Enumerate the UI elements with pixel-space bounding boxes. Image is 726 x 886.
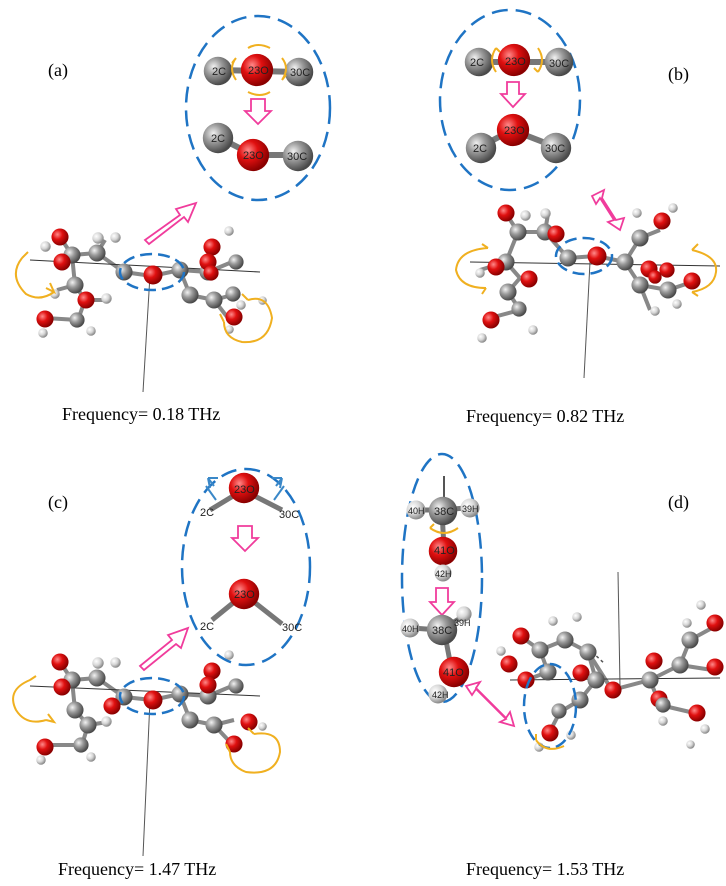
panel-a-rotation-arrow-icon bbox=[15, 251, 57, 299]
panel-d-rotation-arrow-icon bbox=[535, 734, 565, 750]
atom-label-30C: 30C bbox=[287, 151, 307, 163]
atom-label-23O: 23O bbox=[505, 56, 526, 68]
atom-label-2C: 2C bbox=[200, 507, 214, 519]
atom-label-30C: 30C bbox=[279, 509, 299, 521]
atom-label-38C: 38C bbox=[434, 506, 454, 518]
rotation-arrow-icon bbox=[247, 44, 271, 96]
panel-d-zoom-top-molecule: 40H 38C 39H 41O 42H bbox=[406, 476, 480, 582]
rotation-arrow-icon bbox=[491, 47, 543, 73]
panel-a-rotation-arrow-icon bbox=[219, 293, 274, 344]
panel-c-rotation-arrow-icon bbox=[225, 727, 282, 774]
atom-label-2C: 2C bbox=[470, 57, 484, 69]
atom-label-30C: 30C bbox=[282, 622, 302, 634]
panel-a-zoom-top-molecule: 2C 23O 30C bbox=[203, 44, 314, 96]
panel-b-molecule bbox=[469, 203, 721, 379]
atom-label-2C: 2C bbox=[212, 66, 226, 78]
panel-b-zoom-ellipse bbox=[438, 8, 582, 192]
panel-b-highlight-ellipse bbox=[554, 236, 614, 276]
panel-d-down-arrow-icon bbox=[427, 587, 457, 617]
atom-label-30C: 30C bbox=[545, 143, 565, 155]
blue-arrow-icon bbox=[205, 477, 218, 501]
panel-c-rotation-arrow-icon bbox=[12, 675, 57, 724]
panel-c-zoom-bottom-molecule: 23O 2C 30C bbox=[200, 578, 302, 634]
blue-arrow-icon bbox=[272, 477, 285, 501]
atom-label-30C: 30C bbox=[290, 67, 310, 79]
panel-a-molecule bbox=[29, 226, 267, 393]
atom-label-2C: 2C bbox=[211, 133, 225, 145]
panel-d-zoom-bottom-molecule: 40H 38C 39H 41O 42H bbox=[400, 606, 472, 704]
panel-c-zoom-top-molecule: 23O 2C 30C bbox=[200, 472, 299, 521]
panel-b-zoom-bottom-molecule: 2C 23O 30C bbox=[465, 113, 572, 164]
atom-label-23O: 23O bbox=[243, 150, 264, 162]
panel-b-zoom-top-molecule: 2C 23O 30C bbox=[464, 43, 574, 77]
panel-b-label: (b) bbox=[668, 64, 689, 84]
panel-b-rotation-arrow-icon bbox=[454, 243, 489, 295]
panel-c-label: (c) bbox=[48, 492, 68, 512]
panel-a-frequency: Frequency= 0.18 THz bbox=[62, 404, 221, 424]
panel-d-zoom-arrow-icon bbox=[464, 680, 516, 728]
panel-a-down-arrow-icon bbox=[242, 98, 274, 126]
atom-label-38C: 38C bbox=[432, 625, 452, 637]
atom-label-40H: 40H bbox=[402, 624, 419, 634]
panel-c-down-arrow-icon bbox=[229, 525, 261, 553]
panel-a-zoom-arrow-icon bbox=[143, 201, 198, 246]
atom-label-23O: 23O bbox=[248, 65, 269, 77]
atom-label-41O: 41O bbox=[443, 667, 464, 679]
atom-label-23O: 23O bbox=[504, 125, 525, 137]
panel-c-frequency: Frequency= 1.47 THz bbox=[58, 859, 217, 879]
panel-b-frequency: Frequency= 0.82 THz bbox=[466, 406, 625, 426]
panel-a-zoom-ellipse bbox=[184, 14, 332, 202]
panel-c-zoom-arrow-icon bbox=[138, 626, 190, 672]
rotation-arrow-icon bbox=[231, 57, 287, 81]
atom-label-23O: 23O bbox=[234, 589, 255, 601]
atom-label-42H: 42H bbox=[432, 690, 449, 700]
panel-d-molecule bbox=[496, 571, 724, 752]
atom-label-2C: 2C bbox=[473, 143, 487, 155]
atom-label-30C: 30C bbox=[549, 58, 569, 70]
atom-label-42H: 42H bbox=[435, 569, 452, 579]
atom-label-41O: 41O bbox=[434, 545, 455, 557]
panel-b-rotation-arrow-icon bbox=[691, 243, 718, 297]
panel-d-label: (d) bbox=[668, 492, 689, 512]
panel-c-highlight-ellipse bbox=[118, 676, 186, 716]
panel-d-zoom-ellipse bbox=[400, 452, 484, 704]
atom-label-2C: 2C bbox=[200, 621, 214, 633]
panel-c-molecule bbox=[29, 650, 267, 857]
panel-b-zoom-arrow-icon bbox=[590, 188, 626, 232]
panel-a-highlight-ellipse bbox=[118, 252, 186, 292]
atom-label-39H: 39H bbox=[454, 618, 471, 628]
atom-label-23O: 23O bbox=[234, 484, 255, 496]
atom-label-40H: 40H bbox=[408, 506, 425, 516]
atom-label-39H: 39H bbox=[462, 504, 479, 514]
panel-b-down-arrow-icon bbox=[498, 81, 528, 109]
rotation-arrow-icon bbox=[429, 523, 459, 534]
panel-d-frequency: Frequency= 1.53 THz bbox=[466, 859, 625, 879]
panel-a-zoom-bottom-molecule: 2C 23O 30C bbox=[202, 122, 314, 172]
panel-d-highlight-ellipse bbox=[522, 662, 578, 750]
panel-c-zoom-ellipse bbox=[180, 467, 312, 667]
panel-a-label: (a) bbox=[48, 60, 68, 80]
